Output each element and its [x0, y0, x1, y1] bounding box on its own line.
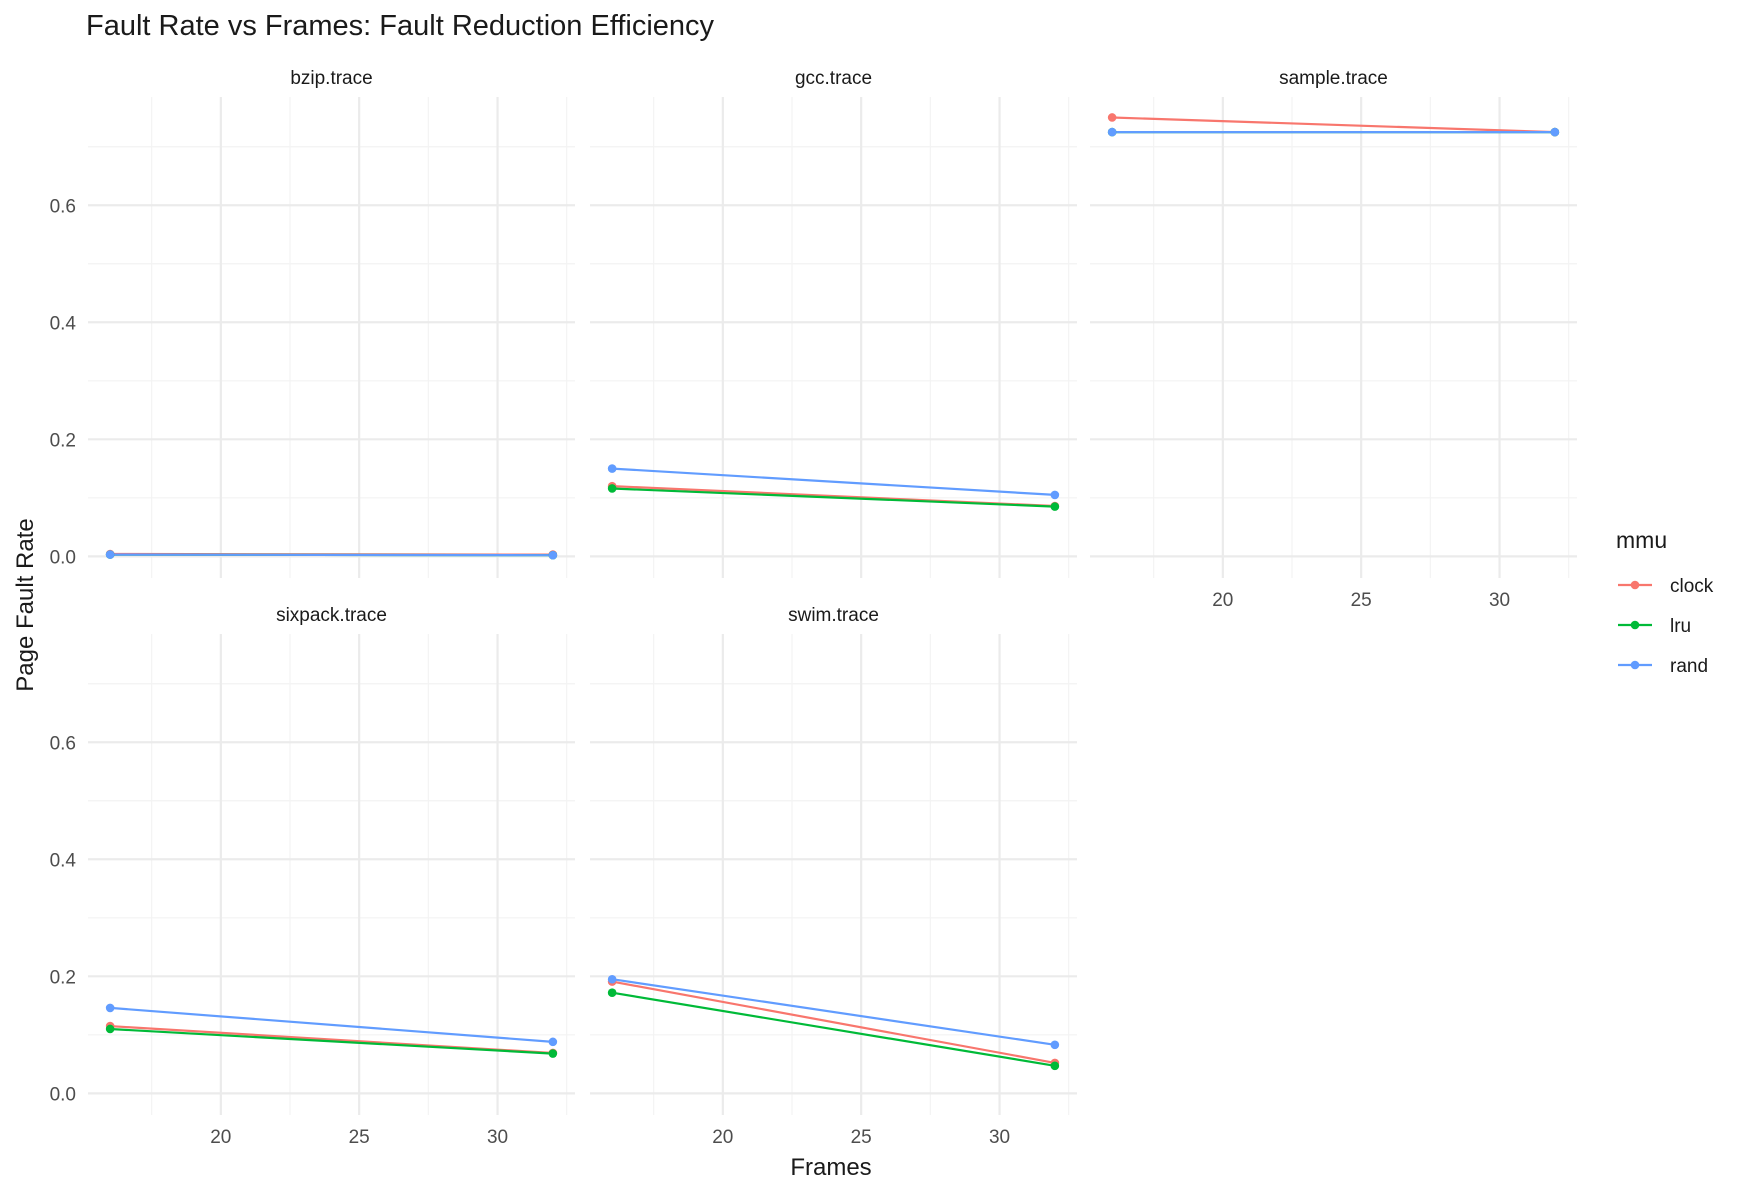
series-line-lru: [611, 991, 1056, 1067]
x-tick-label: 30: [1489, 590, 1510, 611]
data-point-rand: [1107, 127, 1117, 137]
legend-key-point-lru: [1630, 620, 1640, 630]
data-point-rand: [607, 974, 617, 984]
x-tick-label: 20: [712, 1127, 733, 1148]
legend-key-point-rand: [1630, 660, 1640, 670]
data-point-rand: [1050, 490, 1060, 500]
series-line-rand: [612, 467, 1055, 496]
data-point-lru: [1050, 502, 1060, 511]
facet-strip-label: sample.trace: [1279, 68, 1388, 89]
x-tick-label: 25: [1351, 590, 1372, 611]
series-line-rand: [110, 1006, 553, 1043]
data-point-rand: [548, 1037, 558, 1047]
facet-panel: swim.trace 20 25 30: [590, 605, 1077, 1148]
data-point-clock: [1107, 113, 1117, 122]
data-point-rand: [1050, 1040, 1060, 1050]
facet-panel: bzip.trace 0.0 0.2 0.4 0.6: [50, 68, 575, 578]
series-line-rand: [611, 978, 1056, 1046]
y-tick-label: 0.6: [50, 733, 76, 754]
series-line-lru: [110, 1027, 553, 1055]
chart-title: Fault Rate vs Frames: Fault Reduction Ef…: [86, 10, 715, 42]
x-tick-label: 25: [851, 1127, 872, 1148]
facet-panels: bzip.trace 0.0 0.2 0.4 0.6 gcc.trace sample.tr…: [50, 68, 1577, 1148]
y-tick-label: 0.4: [50, 313, 77, 334]
data-point-rand: [105, 1003, 115, 1013]
x-axis-label: Frames: [790, 1154, 871, 1181]
data-point-rand: [548, 550, 558, 560]
data-point-lru: [607, 484, 617, 493]
series-line-rand: [110, 553, 553, 557]
facet-panel: sample.trace 20 25 30: [1090, 68, 1577, 611]
y-tick-label: 0.0: [50, 547, 76, 568]
legend-label-lru: lru: [1670, 616, 1691, 637]
legend-label-clock: clock: [1670, 576, 1714, 597]
series-line-clock: [1112, 116, 1555, 134]
series-line-clock: [611, 980, 1056, 1064]
legend-label-rand: rand: [1670, 656, 1708, 677]
x-tick-label: 25: [349, 1127, 370, 1148]
y-tick-label: 0.0: [50, 1084, 76, 1105]
data-point-rand: [607, 464, 617, 473]
y-tick-label: 0.6: [50, 196, 76, 217]
x-tick-label: 20: [1212, 590, 1233, 611]
x-tick-label: 30: [487, 1127, 508, 1148]
x-tick-label: 30: [989, 1127, 1010, 1148]
y-tick-label: 0.4: [50, 850, 77, 871]
facet-strip-label: swim.trace: [788, 605, 879, 626]
data-point-lru: [1050, 1061, 1060, 1071]
legend: mmu clock lru rand: [1616, 527, 1714, 677]
facet-strip-label: bzip.trace: [290, 68, 372, 89]
facet-panel: sixpack.trace 0.0 0.2 0.4 0.6 20 25 30: [50, 605, 575, 1148]
x-tick-label: 20: [210, 1127, 231, 1148]
y-tick-label: 0.2: [50, 430, 76, 451]
y-tick-label: 0.2: [50, 967, 76, 988]
facet-strip-label: sixpack.trace: [276, 605, 387, 626]
data-point-lru: [607, 988, 617, 998]
legend-key-point-clock: [1630, 580, 1640, 590]
y-axis-label: Page Fault Rate: [12, 518, 39, 691]
data-point-rand: [1550, 127, 1560, 137]
data-point-rand: [105, 550, 115, 559]
legend-title: mmu: [1616, 527, 1667, 553]
data-point-lru: [105, 1024, 115, 1034]
data-point-lru: [548, 1049, 558, 1058]
facet-panel: gcc.trace: [590, 68, 1077, 578]
facet-strip-label: gcc.trace: [795, 68, 872, 89]
series-line-lru: [612, 487, 1055, 508]
